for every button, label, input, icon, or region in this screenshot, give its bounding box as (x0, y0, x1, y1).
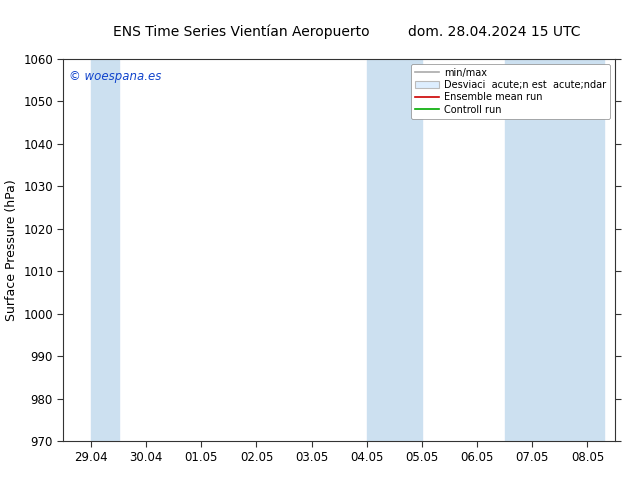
Text: ENS Time Series Vientían Aeropuerto: ENS Time Series Vientían Aeropuerto (113, 24, 369, 39)
Bar (91, 59, 119, 441)
Bar (505, 59, 604, 441)
Text: dom. 28.04.2024 15 UTC: dom. 28.04.2024 15 UTC (408, 24, 581, 39)
Bar (366, 59, 422, 441)
Text: © woespana.es: © woespana.es (69, 70, 161, 83)
Y-axis label: Surface Pressure (hPa): Surface Pressure (hPa) (4, 179, 18, 321)
Legend: min/max, Desviaci  acute;n est  acute;ndar, Ensemble mean run, Controll run: min/max, Desviaci acute;n est acute;ndar… (411, 64, 610, 119)
